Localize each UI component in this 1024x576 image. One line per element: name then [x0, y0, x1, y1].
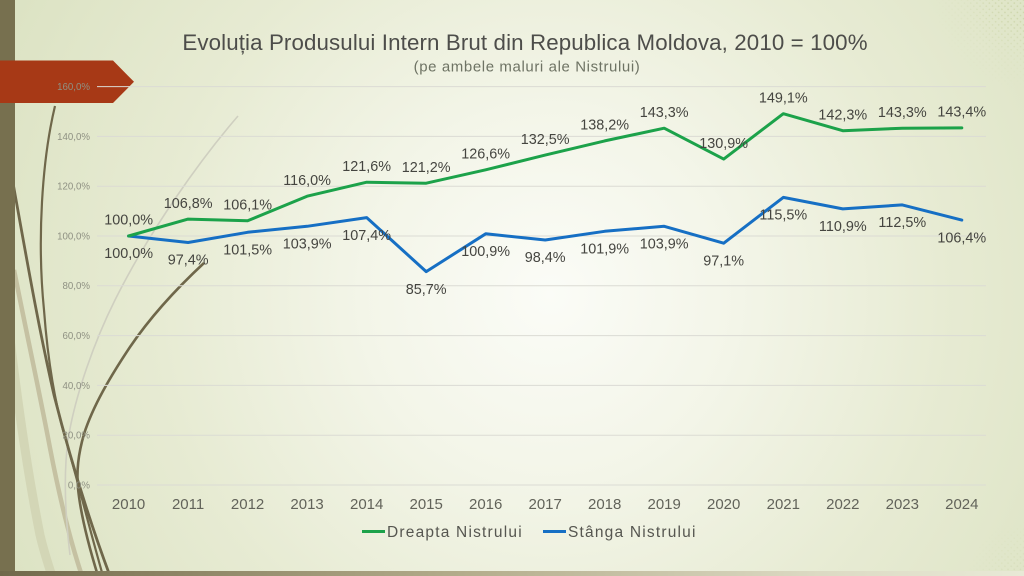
svg-text:143,3%: 143,3%	[878, 105, 927, 121]
svg-text:100,0%: 100,0%	[57, 231, 90, 242]
svg-text:2022: 2022	[826, 496, 859, 513]
svg-text:(pe ambele maluri ale Nistrulu: (pe ambele maluri ale Nistrului)	[414, 59, 641, 76]
svg-text:120,0%: 120,0%	[57, 182, 90, 193]
svg-text:110,9%: 110,9%	[819, 219, 867, 235]
svg-text:97,1%: 97,1%	[703, 253, 744, 269]
svg-text:100,0%: 100,0%	[104, 246, 153, 262]
svg-text:2011: 2011	[172, 496, 204, 513]
svg-text:40,0%: 40,0%	[63, 381, 91, 392]
svg-text:2010: 2010	[112, 496, 145, 513]
svg-text:2013: 2013	[290, 496, 323, 513]
svg-text:2021: 2021	[767, 496, 800, 513]
svg-text:106,4%: 106,4%	[937, 230, 986, 246]
svg-text:121,2%: 121,2%	[402, 160, 451, 176]
svg-text:126,6%: 126,6%	[461, 147, 510, 163]
svg-text:116,0%: 116,0%	[283, 173, 331, 189]
svg-text:112,5%: 112,5%	[878, 215, 926, 231]
svg-text:2015: 2015	[410, 496, 443, 513]
svg-text:130,9%: 130,9%	[699, 136, 748, 152]
svg-text:115,5%: 115,5%	[759, 208, 807, 224]
svg-text:101,9%: 101,9%	[580, 242, 629, 258]
svg-text:2023: 2023	[886, 496, 919, 513]
svg-text:138,2%: 138,2%	[580, 118, 629, 134]
svg-text:2012: 2012	[231, 496, 264, 513]
svg-text:85,7%: 85,7%	[406, 282, 447, 298]
svg-text:97,4%: 97,4%	[168, 253, 209, 269]
svg-text:Evoluția Produsului Intern Bru: Evoluția Produsului Intern Brut din Repu…	[182, 30, 867, 55]
svg-text:149,1%: 149,1%	[759, 90, 808, 106]
svg-text:103,9%: 103,9%	[640, 237, 689, 253]
svg-text:100,9%: 100,9%	[461, 244, 510, 260]
svg-text:Stânga Nistrului: Stânga Nistrului	[568, 524, 697, 541]
svg-text:121,6%: 121,6%	[342, 159, 391, 175]
svg-text:2014: 2014	[350, 496, 383, 513]
svg-text:106,8%: 106,8%	[164, 196, 213, 212]
svg-text:107,4%: 107,4%	[342, 228, 391, 244]
svg-text:143,4%: 143,4%	[937, 105, 986, 121]
svg-text:101,5%: 101,5%	[223, 243, 272, 259]
svg-text:98,4%: 98,4%	[525, 250, 566, 266]
svg-text:140,0%: 140,0%	[57, 132, 90, 143]
svg-text:2017: 2017	[529, 496, 562, 513]
svg-text:2024: 2024	[945, 496, 978, 513]
svg-text:80,0%: 80,0%	[63, 281, 91, 292]
svg-text:2018: 2018	[588, 496, 621, 513]
svg-text:60,0%: 60,0%	[63, 331, 91, 342]
svg-text:20,0%: 20,0%	[63, 431, 91, 442]
svg-text:160,0%: 160,0%	[57, 82, 90, 93]
svg-text:103,9%: 103,9%	[283, 237, 332, 253]
svg-text:142,3%: 142,3%	[818, 107, 867, 123]
svg-text:Dreapta Nistrului: Dreapta Nistrului	[387, 524, 523, 541]
svg-text:143,3%: 143,3%	[640, 105, 689, 121]
svg-text:2019: 2019	[648, 496, 681, 513]
svg-text:0,0%: 0,0%	[68, 480, 90, 491]
svg-text:2016: 2016	[469, 496, 502, 513]
svg-text:106,1%: 106,1%	[223, 198, 272, 214]
svg-text:100,0%: 100,0%	[104, 213, 153, 229]
svg-text:2020: 2020	[707, 496, 740, 513]
svg-text:132,5%: 132,5%	[521, 132, 570, 148]
